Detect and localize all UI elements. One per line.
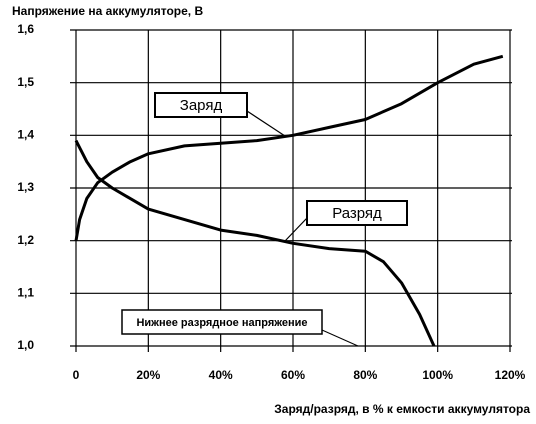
x-tick-label: 40% [209,368,233,382]
y-tick-label: 1,4 [17,128,34,142]
y-tick-label: 1,0 [17,338,34,352]
y-tick-label: 1,5 [17,75,34,89]
x-tick-label: 120% [495,368,526,382]
y-axis-title: Напряжение на аккумуляторе, В [12,4,203,18]
label-box [306,200,408,226]
x-axis-title: Заряд/разряд, в % к емкости аккумулятора [274,402,530,416]
y-tick-label: 1,2 [17,233,34,247]
x-tick-label: 80% [353,368,377,382]
series-label: Разряд [332,205,382,222]
series-label: Заряд [180,97,223,114]
x-tick-label: 0 [73,368,80,382]
label-box [154,92,248,118]
leader-line [321,329,359,347]
y-tick-label: 1,1 [17,286,34,300]
x-tick-label: 100% [422,368,453,382]
x-tick-label: 20% [136,368,160,382]
leader-line [284,217,308,242]
leader-line [246,110,286,137]
y-tick-label: 1,6 [17,22,34,36]
series-line [74,139,436,347]
annotation-box [121,309,323,335]
x-tick-label: 60% [281,368,305,382]
annotation: Нижнее разрядное напряжение [136,317,307,329]
y-tick-label: 1,3 [17,180,34,194]
series-line [74,54,504,241]
